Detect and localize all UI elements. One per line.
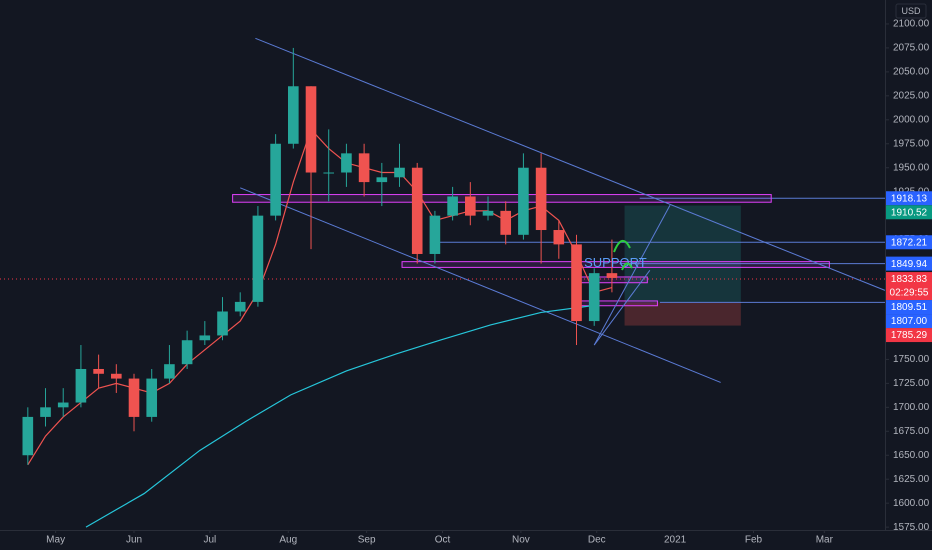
trendline xyxy=(593,204,671,346)
zone xyxy=(232,194,772,203)
price-badge xyxy=(886,235,932,250)
candle-body xyxy=(217,311,228,336)
candle-body xyxy=(376,177,388,183)
price-badge-label: 1785.29 xyxy=(891,330,928,341)
target-zone xyxy=(624,205,741,303)
candle-body xyxy=(518,167,529,235)
y-tick-label: 1950.00 xyxy=(893,162,930,173)
ma-line xyxy=(27,128,613,466)
trendline xyxy=(240,187,721,383)
y-tick-label: 1650.00 xyxy=(893,450,930,461)
candle-body xyxy=(571,244,582,322)
price-badge-label: 1918.13 xyxy=(891,193,928,204)
candle-body xyxy=(482,210,494,216)
price-badge xyxy=(886,300,932,315)
candle-body xyxy=(500,210,512,235)
price-badge-label: 1809.51 xyxy=(891,302,928,313)
x-tick-label: Nov xyxy=(512,535,530,546)
currency: USD xyxy=(901,6,921,16)
candle-body xyxy=(394,167,405,178)
annotation: SUPPORT xyxy=(584,255,647,270)
trendline xyxy=(593,269,651,346)
y-tick-label: 1600.00 xyxy=(893,498,930,509)
price-badge xyxy=(886,256,932,271)
candle-body xyxy=(429,215,441,254)
y-tick-label: 1675.00 xyxy=(893,426,930,437)
price-badge-label: 1910.52 xyxy=(891,207,928,218)
price-badge xyxy=(886,205,932,220)
y-tick-label: 1725.00 xyxy=(893,378,930,389)
candle-body xyxy=(358,153,370,183)
x-tick-label: 2021 xyxy=(664,535,687,546)
currency-box[interactable] xyxy=(895,3,927,19)
candle-body xyxy=(465,196,476,216)
price-badge xyxy=(886,314,932,329)
y-tick-label: 1700.00 xyxy=(893,402,930,413)
candle-body xyxy=(535,167,547,231)
arc-marker xyxy=(621,262,633,271)
x-tick-label: Aug xyxy=(279,535,297,546)
candle-body xyxy=(252,215,264,302)
candle-body xyxy=(588,273,600,322)
y-tick-label: 2075.00 xyxy=(893,43,930,54)
candle-body xyxy=(93,368,104,374)
price-badge xyxy=(886,328,932,343)
candle-body xyxy=(111,373,122,379)
price-badge xyxy=(886,272,932,301)
x-tick-label: Dec xyxy=(588,535,606,546)
y-tick-label: 1975.00 xyxy=(893,138,930,149)
price-badge xyxy=(886,191,932,206)
candle-body xyxy=(553,230,565,245)
candle-body xyxy=(447,196,458,216)
price-badge-label: 1872.21 xyxy=(891,237,928,248)
price-badge-label: 1849.94 xyxy=(891,259,928,270)
arc-marker xyxy=(613,240,631,253)
stop-zone xyxy=(624,302,741,326)
candle-body xyxy=(57,402,69,408)
x-tick-label: Oct xyxy=(435,535,451,546)
candle-body xyxy=(128,378,140,417)
candle-body xyxy=(40,407,51,417)
candle-body xyxy=(164,364,175,379)
price-badge-label: 1807.00 xyxy=(891,316,928,327)
candle-body xyxy=(341,153,352,173)
candle-body xyxy=(270,143,281,216)
y-tick-label: 2025.00 xyxy=(893,90,930,101)
candle-body xyxy=(199,335,211,341)
candle-body xyxy=(146,378,158,417)
x-tick-label: Feb xyxy=(745,535,763,546)
x-tick-label: May xyxy=(46,535,65,546)
countdown: 02:29:55 xyxy=(890,288,929,299)
candle-body xyxy=(288,86,299,144)
candle-body xyxy=(75,368,87,403)
y-tick-label: 2000.00 xyxy=(893,114,930,125)
candle-body xyxy=(305,86,317,173)
x-tick-label: Jun xyxy=(126,535,142,546)
candle-body xyxy=(323,172,335,174)
candle-body xyxy=(234,301,246,312)
candle-body xyxy=(22,416,34,456)
y-tick-label: 1575.00 xyxy=(893,522,930,533)
y-tick-label: 1750.00 xyxy=(893,354,930,365)
y-tick-label: 2050.00 xyxy=(893,67,930,78)
price-badge-label: 1833.83 xyxy=(891,274,928,285)
candle-body xyxy=(411,167,423,254)
candle-body xyxy=(606,273,618,278)
trendline xyxy=(255,37,886,291)
x-tick-label: Sep xyxy=(358,535,376,546)
zone xyxy=(401,261,830,268)
x-tick-label: Mar xyxy=(816,535,834,546)
y-tick-label: 1625.00 xyxy=(893,474,930,485)
candle-body xyxy=(181,340,193,365)
x-tick-label: Jul xyxy=(203,535,216,546)
ma-line xyxy=(85,304,600,528)
y-tick-label: 2100.00 xyxy=(893,19,930,30)
